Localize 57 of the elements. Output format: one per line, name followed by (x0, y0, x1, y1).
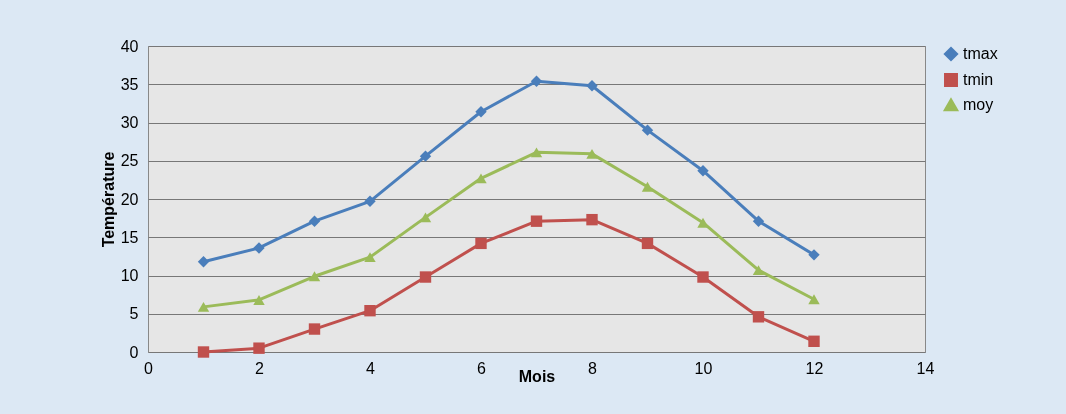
point (697, 271, 709, 283)
point (253, 295, 265, 305)
legend-label: tmax (963, 45, 998, 62)
x-tick-label: 12 (805, 359, 824, 377)
point (475, 173, 487, 184)
point (641, 181, 654, 192)
point (530, 215, 543, 227)
point (364, 195, 376, 207)
point (308, 215, 321, 227)
y-axis-title: Température (99, 151, 117, 248)
point (586, 213, 598, 226)
y-tick-label: 10 (120, 267, 139, 284)
point (808, 335, 820, 347)
y-tick-label: 30 (120, 114, 139, 131)
point (752, 311, 765, 323)
point (641, 237, 654, 250)
point (475, 106, 487, 118)
point (808, 249, 820, 261)
x-tick-label: 14 (916, 359, 935, 377)
point (808, 294, 820, 305)
point (641, 124, 654, 136)
point (197, 256, 210, 268)
x-tick-label: 4 (366, 359, 376, 377)
legend-label: tmin (963, 71, 994, 88)
y-tick-label: 35 (120, 75, 139, 93)
point (419, 271, 432, 283)
y-tick-label: 40 (120, 37, 139, 55)
point (752, 215, 765, 227)
x-tick-label: 2 (255, 359, 265, 377)
point (419, 150, 432, 162)
point (419, 212, 432, 223)
y-tick-label: 5 (129, 305, 139, 323)
point (364, 252, 376, 263)
y-tick-label: 15 (120, 228, 139, 246)
point (530, 147, 543, 158)
point (697, 164, 709, 177)
x-axis-title: Mois (518, 367, 556, 385)
point (197, 346, 210, 358)
point (530, 75, 543, 87)
point (308, 271, 321, 282)
point (586, 80, 598, 92)
point (364, 304, 376, 317)
point (308, 323, 321, 335)
y-tick-label: 0 (129, 343, 139, 361)
y-tick-label: 20 (120, 190, 139, 208)
x-tick-label: 8 (588, 359, 598, 377)
x-tick-label: 10 (694, 359, 713, 377)
x-tick-label: 0 (144, 359, 154, 377)
x-tick-label: 6 (477, 359, 487, 377)
point (475, 237, 487, 250)
y-tick-label: 25 (120, 152, 139, 170)
point (752, 265, 765, 276)
point (253, 242, 265, 254)
point (197, 301, 210, 312)
point (253, 342, 265, 354)
point (586, 148, 598, 159)
legend-label: moy (963, 96, 994, 113)
